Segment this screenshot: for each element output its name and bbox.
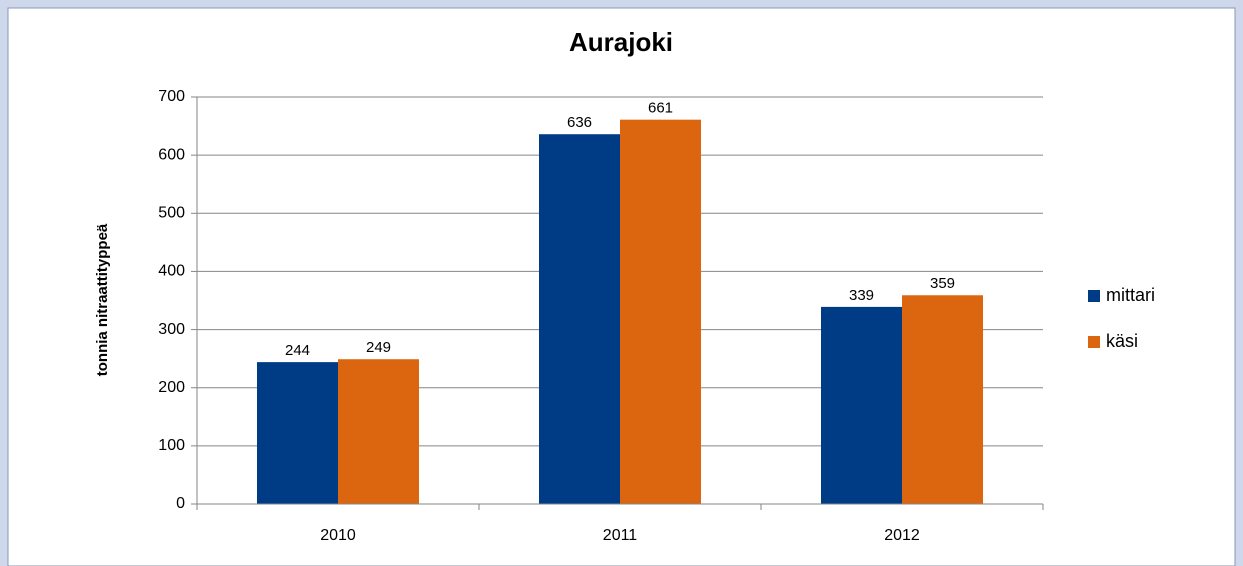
data-label: 636 xyxy=(567,114,592,131)
x-tick-label: 2010 xyxy=(320,527,356,544)
legend-label: käsi xyxy=(1106,331,1138,351)
y-tick-label: 300 xyxy=(158,321,185,338)
x-tick-label: 2012 xyxy=(884,527,920,544)
data-label: 661 xyxy=(648,100,673,117)
data-label: 249 xyxy=(366,339,391,356)
legend-swatch xyxy=(1088,290,1100,302)
legend-label: mittari xyxy=(1106,285,1155,305)
y-tick-label: 700 xyxy=(158,88,185,105)
chart-title: Aurajoki xyxy=(569,27,673,57)
y-tick-label: 0 xyxy=(176,495,185,512)
data-label: 244 xyxy=(285,342,310,359)
y-tick-label: 100 xyxy=(158,437,185,454)
legend-swatch xyxy=(1088,336,1100,348)
y-axis-label: tonnia nitraattityppeä xyxy=(94,223,111,376)
bar xyxy=(539,134,620,504)
x-tick-label: 2011 xyxy=(603,527,638,544)
data-label: 339 xyxy=(849,287,874,304)
y-tick-label: 500 xyxy=(158,205,185,222)
bar xyxy=(902,295,983,504)
data-label: 359 xyxy=(930,275,955,292)
bar xyxy=(821,306,902,504)
y-tick-label: 600 xyxy=(158,146,185,163)
bar xyxy=(338,359,419,504)
y-tick-label: 400 xyxy=(158,263,185,280)
bar xyxy=(257,362,338,504)
bar xyxy=(620,119,701,504)
y-tick-label: 200 xyxy=(158,379,185,396)
